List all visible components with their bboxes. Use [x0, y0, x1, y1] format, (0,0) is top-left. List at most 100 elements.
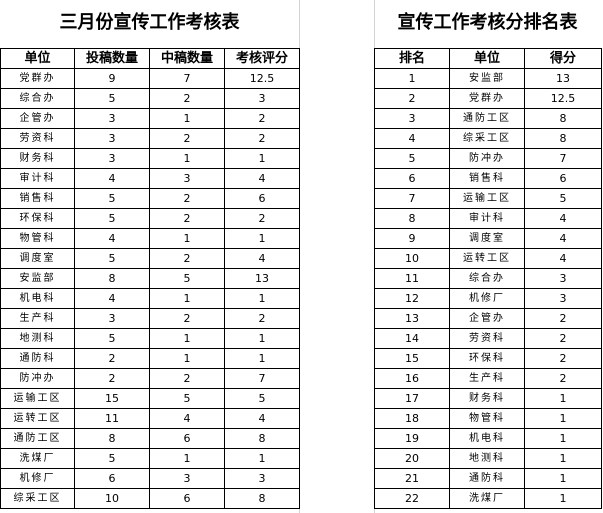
cell-rank[interactable]: 21 — [374, 468, 450, 489]
cell-submitted[interactable]: 4 — [74, 168, 150, 189]
cell-rank[interactable]: 6 — [374, 168, 450, 189]
cell-rank[interactable]: 22 — [374, 488, 450, 509]
cell-submitted[interactable]: 6 — [74, 468, 150, 489]
cell-submitted[interactable]: 5 — [74, 208, 150, 229]
cell-score[interactable]: 4 — [224, 248, 300, 269]
cell-accepted[interactable]: 2 — [149, 368, 225, 389]
cell-rank[interactable]: 18 — [374, 408, 450, 429]
cell-unit[interactable]: 机电科 — [0, 288, 75, 309]
cell-unit[interactable]: 运输工区 — [0, 388, 75, 409]
cell-unit[interactable]: 劳资科 — [449, 328, 525, 349]
cell-rank[interactable]: 13 — [374, 308, 450, 329]
cell-unit[interactable]: 生产科 — [449, 368, 525, 389]
cell-rank[interactable]: 7 — [374, 188, 450, 209]
cell-accepted[interactable]: 3 — [149, 168, 225, 189]
cell-unit[interactable]: 防冲办 — [449, 148, 525, 169]
cell-score[interactable]: 13 — [224, 268, 300, 289]
cell-rank[interactable]: 17 — [374, 388, 450, 409]
cell-unit[interactable]: 机修厂 — [0, 468, 75, 489]
cell-score[interactable]: 1 — [524, 408, 602, 429]
cell-rank[interactable]: 8 — [374, 208, 450, 229]
cell-score[interactable]: 4 — [224, 408, 300, 429]
cell-accepted[interactable]: 1 — [149, 448, 225, 469]
cell-submitted[interactable]: 3 — [74, 128, 150, 149]
cell-score[interactable]: 7 — [524, 148, 602, 169]
cell-rank[interactable]: 19 — [374, 428, 450, 449]
cell-accepted[interactable]: 1 — [149, 348, 225, 369]
cell-score[interactable]: 4 — [524, 208, 602, 229]
cell-unit[interactable]: 通防科 — [449, 468, 525, 489]
cell-submitted[interactable]: 15 — [74, 388, 150, 409]
cell-accepted[interactable]: 1 — [149, 148, 225, 169]
cell-unit[interactable]: 审计科 — [0, 168, 75, 189]
cell-unit[interactable]: 销售科 — [0, 188, 75, 209]
cell-unit[interactable]: 运转工区 — [449, 248, 525, 269]
cell-submitted[interactable]: 5 — [74, 88, 150, 109]
cell-score[interactable]: 1 — [224, 448, 300, 469]
cell-unit[interactable]: 审计科 — [449, 208, 525, 229]
cell-accepted[interactable]: 2 — [149, 248, 225, 269]
cell-unit[interactable]: 企管办 — [449, 308, 525, 329]
header-rank[interactable]: 排名 — [374, 48, 450, 69]
cell-score[interactable]: 3 — [224, 468, 300, 489]
cell-rank[interactable]: 5 — [374, 148, 450, 169]
cell-unit[interactable]: 劳资科 — [0, 128, 75, 149]
cell-rank[interactable]: 10 — [374, 248, 450, 269]
cell-accepted[interactable]: 1 — [149, 108, 225, 129]
cell-unit[interactable]: 环保科 — [449, 348, 525, 369]
cell-unit[interactable]: 财务科 — [449, 388, 525, 409]
cell-rank[interactable]: 9 — [374, 228, 450, 249]
cell-score[interactable]: 2 — [524, 328, 602, 349]
cell-unit[interactable]: 财务科 — [0, 148, 75, 169]
cell-score[interactable]: 4 — [524, 228, 602, 249]
cell-score[interactable]: 2 — [224, 308, 300, 329]
cell-unit[interactable]: 通防工区 — [449, 108, 525, 129]
cell-score[interactable]: 4 — [524, 248, 602, 269]
cell-unit[interactable]: 安监部 — [0, 268, 75, 289]
cell-rank[interactable]: 1 — [374, 68, 450, 89]
cell-accepted[interactable]: 1 — [149, 288, 225, 309]
cell-unit[interactable]: 地测科 — [0, 328, 75, 349]
cell-score[interactable]: 12.5 — [224, 68, 300, 89]
cell-rank[interactable]: 16 — [374, 368, 450, 389]
cell-submitted[interactable]: 3 — [74, 308, 150, 329]
cell-rank[interactable]: 2 — [374, 88, 450, 109]
cell-score[interactable]: 2 — [224, 108, 300, 129]
cell-rank[interactable]: 11 — [374, 268, 450, 289]
cell-accepted[interactable]: 2 — [149, 188, 225, 209]
cell-score[interactable]: 5 — [524, 188, 602, 209]
cell-submitted[interactable]: 3 — [74, 108, 150, 129]
cell-submitted[interactable]: 2 — [74, 348, 150, 369]
cell-submitted[interactable]: 3 — [74, 148, 150, 169]
cell-submitted[interactable]: 5 — [74, 248, 150, 269]
cell-score[interactable]: 13 — [524, 68, 602, 89]
cell-accepted[interactable]: 2 — [149, 308, 225, 329]
header-unit[interactable]: 单位 — [0, 48, 75, 69]
cell-unit[interactable]: 综采工区 — [449, 128, 525, 149]
cell-rank[interactable]: 3 — [374, 108, 450, 129]
cell-score[interactable]: 2 — [524, 368, 602, 389]
cell-submitted[interactable]: 5 — [74, 328, 150, 349]
cell-unit[interactable]: 通防科 — [0, 348, 75, 369]
cell-submitted[interactable]: 11 — [74, 408, 150, 429]
cell-score[interactable]: 6 — [224, 188, 300, 209]
cell-accepted[interactable]: 6 — [149, 488, 225, 509]
cell-submitted[interactable]: 9 — [74, 68, 150, 89]
cell-unit[interactable]: 物管科 — [449, 408, 525, 429]
cell-score[interactable]: 5 — [224, 388, 300, 409]
cell-score[interactable]: 1 — [524, 448, 602, 469]
cell-score[interactable]: 12.5 — [524, 88, 602, 109]
cell-score[interactable]: 2 — [224, 208, 300, 229]
cell-submitted[interactable]: 2 — [74, 368, 150, 389]
header-accepted[interactable]: 中稿数量 — [149, 48, 225, 69]
cell-score[interactable]: 6 — [524, 168, 602, 189]
cell-score[interactable]: 2 — [224, 128, 300, 149]
cell-accepted[interactable]: 3 — [149, 468, 225, 489]
cell-score[interactable]: 1 — [524, 468, 602, 489]
cell-score[interactable]: 3 — [524, 288, 602, 309]
cell-accepted[interactable]: 1 — [149, 328, 225, 349]
cell-unit[interactable]: 地测科 — [449, 448, 525, 469]
cell-unit[interactable]: 综合办 — [0, 88, 75, 109]
cell-accepted[interactable]: 2 — [149, 128, 225, 149]
cell-score[interactable]: 8 — [224, 488, 300, 509]
